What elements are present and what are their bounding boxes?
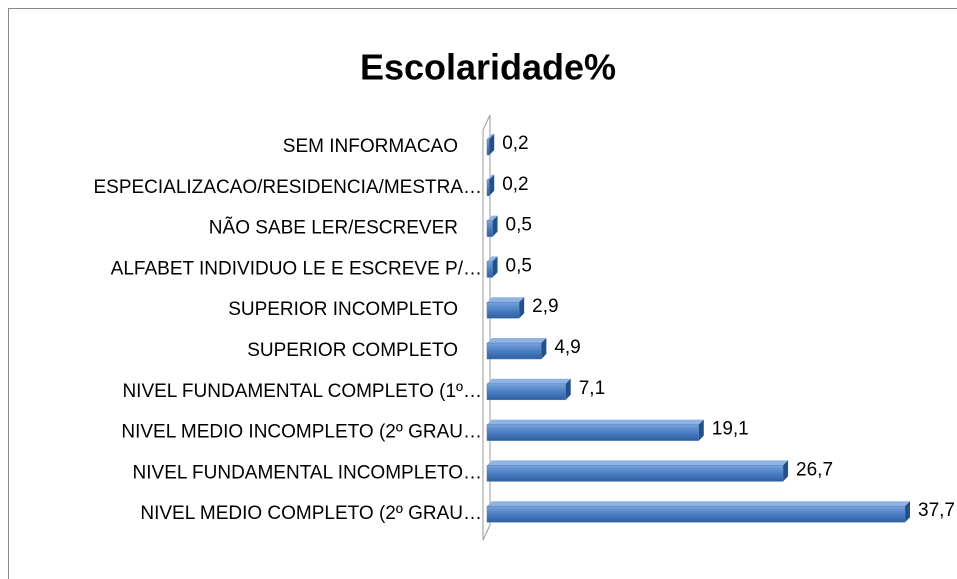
bar-side — [492, 215, 498, 237]
bar — [486, 220, 493, 237]
bar-side — [489, 134, 495, 155]
data-label: 0,5 — [506, 215, 532, 236]
bar-side — [565, 378, 571, 400]
bar-top — [487, 256, 498, 262]
data-label: 26,7 — [796, 459, 833, 480]
bar — [486, 424, 700, 441]
data-label: 0,2 — [502, 133, 528, 154]
data-label: 0,5 — [506, 255, 532, 276]
category-label: SUPERIOR INCOMPLETO — [228, 299, 458, 320]
data-label: 37,7 — [918, 500, 955, 521]
bar-side — [905, 501, 910, 523]
category-label: ALFABET INDIVIDUO LE E ESCREVE P/… — [111, 258, 482, 279]
category-label: ESPECIALIZACAO/RESIDENCIA/MESTRA… — [93, 177, 482, 198]
bar-top — [487, 419, 704, 425]
data-label: 19,1 — [712, 419, 749, 440]
bar-side — [698, 419, 704, 441]
bar — [486, 261, 493, 278]
bar — [486, 465, 784, 482]
data-label: 0,2 — [502, 174, 528, 195]
bar-top — [487, 174, 495, 180]
data-label: 7,1 — [579, 378, 605, 399]
bar — [486, 179, 490, 197]
category-label: NIVEL FUNDAMENTAL INCOMPLETO… — [133, 462, 482, 483]
bar-side — [492, 256, 498, 278]
bar-side — [489, 174, 495, 196]
bar-top — [487, 378, 571, 384]
bar — [486, 383, 566, 401]
category-label: NIVEL MEDIO INCOMPLETO (2º GRAU… — [121, 422, 482, 443]
bar-side — [783, 460, 789, 482]
chart-title: Escolaridade% — [360, 47, 616, 88]
category-label: NIVEL MEDIO COMPLETO (2º GRAU… — [140, 503, 482, 524]
bar-side — [541, 338, 547, 359]
bar — [486, 138, 490, 156]
bar-side — [519, 297, 525, 319]
bar-top — [487, 460, 789, 466]
bar-top — [487, 501, 910, 507]
bar-top — [487, 338, 547, 343]
bar — [486, 342, 542, 360]
category-label: SEM INFORMACAO — [283, 136, 458, 157]
category-label: NIVEL FUNDAMENTAL COMPLETO (1º… — [122, 381, 482, 402]
bar-top — [487, 297, 525, 303]
data-label: 4,9 — [554, 337, 580, 358]
category-label: SUPERIOR COMPLETO — [247, 340, 458, 361]
bar-top — [487, 134, 495, 139]
bar-top — [487, 215, 498, 221]
bar — [486, 301, 520, 319]
bar — [486, 505, 906, 523]
category-label: NÃO SABE LER/ESCREVER — [209, 217, 458, 239]
data-label: 2,9 — [532, 296, 558, 317]
